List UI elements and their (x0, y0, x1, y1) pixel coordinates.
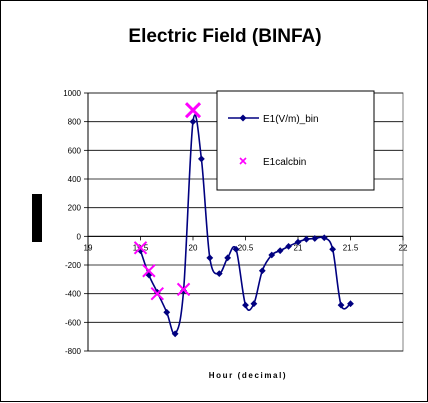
data-point-diamond (137, 247, 144, 255)
data-point-diamond (242, 301, 249, 309)
data-point-diamond (232, 245, 240, 253)
data-point-diamond (311, 235, 319, 242)
data-point-x (133, 241, 148, 255)
data-point-x (142, 264, 156, 278)
data-point-diamond (180, 287, 187, 295)
y-tick-label: 400 (68, 175, 82, 184)
legend-box (216, 90, 375, 191)
x-tick-label: 20 (189, 243, 198, 252)
data-point-x (184, 102, 202, 119)
data-point-x (176, 282, 191, 297)
legend-marker-diamond-icon (239, 114, 247, 122)
x-tick-label: 21.5 (343, 243, 359, 252)
x-tick-label: 20.5 (238, 243, 254, 252)
data-point-diamond (268, 251, 276, 259)
x-tick-label: 21 (294, 243, 303, 252)
legend-marker-x-icon (239, 157, 247, 165)
x-stroke (176, 282, 191, 297)
y-tick-label: 800 (68, 118, 82, 127)
series-e1-line (137, 114, 354, 338)
y-tick-label: -400 (65, 290, 82, 299)
x-stroke (142, 264, 156, 278)
chart-title: Electric Field (BINFA) (128, 26, 321, 47)
data-point-diamond (294, 238, 302, 246)
data-point-diamond (329, 245, 337, 253)
data-point-diamond (215, 270, 223, 277)
x-stroke (184, 102, 202, 119)
data-point-diamond (153, 288, 161, 296)
axis-label-block (32, 194, 42, 242)
data-point-diamond (250, 300, 258, 308)
data-point-diamond (320, 234, 328, 242)
x-stroke (133, 241, 148, 255)
data-point-diamond (337, 301, 345, 309)
x-tick-label: 19 (84, 243, 93, 252)
data-point-diamond (285, 242, 292, 250)
y-tick-label: 1000 (63, 89, 81, 98)
data-point-diamond (224, 254, 232, 262)
data-point-diamond (189, 118, 197, 126)
y-tick-label: 0 (77, 232, 82, 241)
data-point-x (150, 286, 165, 301)
data-point-diamond (276, 247, 284, 255)
legend-label-e1: E1(V/m)_bin (263, 114, 319, 125)
y-tick-label: -800 (65, 347, 82, 356)
data-point-diamond (171, 330, 179, 338)
data-point-diamond (258, 267, 266, 275)
data-point-diamond (198, 155, 205, 163)
data-point-diamond (163, 308, 171, 316)
y-tick-label: 600 (68, 146, 82, 155)
y-tick-label: 200 (68, 204, 82, 213)
series-e1calc-markers (133, 102, 202, 301)
x-stroke (150, 286, 165, 301)
data-point-diamond (347, 300, 354, 308)
data-point-diamond (303, 235, 310, 243)
y-tick-labels: 1000 800 600 400 200 0 -200 -400 -600 -800 (63, 89, 81, 356)
legend: E1(V/m)_bin E1calcbin (216, 90, 375, 191)
y-tick-label: -600 (65, 318, 82, 327)
data-point-diamond (145, 271, 153, 279)
x-axis-label: Hour (decimal) (209, 371, 287, 380)
y-tick-label: -200 (65, 261, 82, 270)
data-point-diamond (206, 254, 214, 262)
x-tick-label: 22 (399, 243, 408, 252)
legend-label-e1calc: E1calcbin (263, 157, 306, 168)
